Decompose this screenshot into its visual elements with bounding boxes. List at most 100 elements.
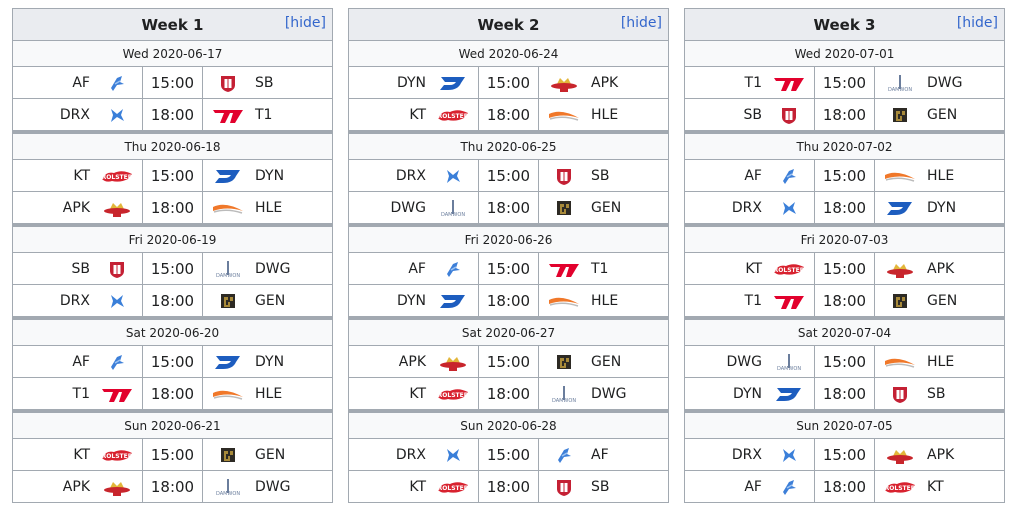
drx-x-icon[interactable] bbox=[436, 165, 470, 187]
dyn-d-icon[interactable] bbox=[772, 383, 806, 405]
team1-name[interactable]: AF bbox=[72, 353, 90, 370]
dyn-d-icon[interactable] bbox=[211, 351, 245, 373]
kt-rolster-icon[interactable]: ROLSTER bbox=[100, 165, 134, 187]
team1-name[interactable]: DWG bbox=[390, 199, 426, 216]
af-fox-icon[interactable] bbox=[547, 444, 581, 466]
apk-prince-icon[interactable] bbox=[100, 197, 134, 219]
team1-name[interactable]: APK bbox=[398, 353, 426, 370]
team2-name[interactable]: GEN bbox=[255, 292, 286, 309]
sb-shield-icon[interactable] bbox=[883, 383, 917, 405]
team1-name[interactable]: DYN bbox=[732, 385, 762, 402]
sb-shield-icon[interactable] bbox=[547, 476, 581, 498]
team2-name[interactable]: SB bbox=[591, 167, 610, 184]
af-fox-icon[interactable] bbox=[100, 72, 134, 94]
t1-logo-icon[interactable] bbox=[772, 72, 806, 94]
hle-wave-icon[interactable] bbox=[547, 104, 581, 126]
team1-name[interactable]: DRX bbox=[59, 292, 90, 309]
team2-name[interactable]: DWG bbox=[927, 74, 963, 91]
team2-name[interactable]: SB bbox=[255, 74, 274, 91]
dwg-damwon-icon[interactable]: DAMWON bbox=[547, 383, 581, 405]
af-fox-icon[interactable] bbox=[100, 351, 134, 373]
team1-name[interactable]: SB bbox=[71, 260, 91, 277]
team2-name[interactable]: SB bbox=[591, 478, 610, 495]
kt-rolster-icon[interactable]: ROLSTER bbox=[436, 476, 470, 498]
team1-name[interactable]: KT bbox=[409, 106, 426, 123]
apk-prince-icon[interactable] bbox=[883, 258, 917, 280]
team2-name[interactable]: GEN bbox=[591, 199, 622, 216]
team2-name[interactable]: GEN bbox=[927, 106, 958, 123]
team1-name[interactable]: DYN bbox=[396, 74, 426, 91]
team2-name[interactable]: HLE bbox=[591, 106, 619, 123]
team1-name[interactable]: AF bbox=[744, 478, 762, 495]
team1-name[interactable]: DYN bbox=[396, 292, 426, 309]
team2-name[interactable]: HLE bbox=[927, 353, 955, 370]
team1-name[interactable]: AF bbox=[744, 167, 762, 184]
team1-name[interactable]: DRX bbox=[731, 446, 762, 463]
sb-shield-icon[interactable] bbox=[211, 72, 245, 94]
team1-name[interactable]: KT bbox=[73, 167, 90, 184]
kt-rolster-icon[interactable]: ROLSTER bbox=[436, 383, 470, 405]
kt-rolster-icon[interactable]: ROLSTER bbox=[883, 476, 917, 498]
team2-name[interactable]: SB bbox=[927, 385, 946, 402]
hle-wave-icon[interactable] bbox=[211, 383, 245, 405]
hle-wave-icon[interactable] bbox=[883, 351, 917, 373]
kt-rolster-icon[interactable]: ROLSTER bbox=[436, 104, 470, 126]
af-fox-icon[interactable] bbox=[772, 165, 806, 187]
team2-name[interactable]: DYN bbox=[255, 353, 285, 370]
dyn-d-icon[interactable] bbox=[211, 165, 245, 187]
dwg-damwon-icon[interactable]: DAMWON bbox=[883, 72, 917, 94]
t1-logo-icon[interactable] bbox=[547, 258, 581, 280]
dyn-d-icon[interactable] bbox=[436, 290, 470, 312]
team1-name[interactable]: AF bbox=[72, 74, 90, 91]
team2-name[interactable]: GEN bbox=[927, 292, 958, 309]
team1-name[interactable]: APK bbox=[62, 478, 90, 495]
apk-prince-icon[interactable] bbox=[547, 72, 581, 94]
dyn-d-icon[interactable] bbox=[883, 197, 917, 219]
team2-name[interactable]: APK bbox=[927, 260, 955, 277]
af-fox-icon[interactable] bbox=[436, 258, 470, 280]
apk-prince-icon[interactable] bbox=[100, 476, 134, 498]
team2-name[interactable]: DYN bbox=[255, 167, 285, 184]
gen-g-icon[interactable] bbox=[883, 290, 917, 312]
sb-shield-icon[interactable] bbox=[547, 165, 581, 187]
drx-x-icon[interactable] bbox=[772, 197, 806, 219]
hide-link[interactable]: [hide] bbox=[284, 15, 326, 31]
sb-shield-icon[interactable] bbox=[100, 258, 134, 280]
team2-name[interactable]: HLE bbox=[927, 167, 955, 184]
team1-name[interactable]: KT bbox=[73, 446, 90, 463]
hide-link[interactable]: [hide] bbox=[956, 15, 998, 31]
team2-name[interactable]: HLE bbox=[591, 292, 619, 309]
team1-name[interactable]: KT bbox=[745, 260, 762, 277]
t1-logo-icon[interactable] bbox=[772, 290, 806, 312]
dwg-damwon-icon[interactable]: DAMWON bbox=[772, 351, 806, 373]
hle-wave-icon[interactable] bbox=[547, 290, 581, 312]
team1-name[interactable]: APK bbox=[62, 199, 90, 216]
drx-x-icon[interactable] bbox=[772, 444, 806, 466]
team2-name[interactable]: APK bbox=[927, 446, 955, 463]
team2-name[interactable]: HLE bbox=[255, 199, 283, 216]
team2-name[interactable]: GEN bbox=[591, 353, 622, 370]
dwg-damwon-icon[interactable]: DAMWON bbox=[211, 476, 245, 498]
team1-name[interactable]: KT bbox=[409, 478, 426, 495]
gen-g-icon[interactable] bbox=[547, 197, 581, 219]
t1-logo-icon[interactable] bbox=[211, 104, 245, 126]
team1-name[interactable]: T1 bbox=[744, 74, 762, 91]
sb-shield-icon[interactable] bbox=[772, 104, 806, 126]
team1-name[interactable]: DRX bbox=[395, 167, 426, 184]
gen-g-icon[interactable] bbox=[211, 290, 245, 312]
drx-x-icon[interactable] bbox=[436, 444, 470, 466]
team2-name[interactable]: KT bbox=[927, 478, 944, 495]
team1-name[interactable]: DRX bbox=[395, 446, 426, 463]
team2-name[interactable]: T1 bbox=[591, 260, 609, 277]
team2-name[interactable]: AF bbox=[591, 446, 609, 463]
team1-name[interactable]: KT bbox=[409, 385, 426, 402]
hle-wave-icon[interactable] bbox=[883, 165, 917, 187]
team2-name[interactable]: GEN bbox=[255, 446, 286, 463]
team1-name[interactable]: SB bbox=[743, 106, 763, 123]
af-fox-icon[interactable] bbox=[772, 476, 806, 498]
hide-link[interactable]: [hide] bbox=[620, 15, 662, 31]
team1-name[interactable]: DRX bbox=[59, 106, 90, 123]
kt-rolster-icon[interactable]: ROLSTER bbox=[772, 258, 806, 280]
team2-name[interactable]: APK bbox=[591, 74, 619, 91]
team2-name[interactable]: DWG bbox=[591, 385, 627, 402]
